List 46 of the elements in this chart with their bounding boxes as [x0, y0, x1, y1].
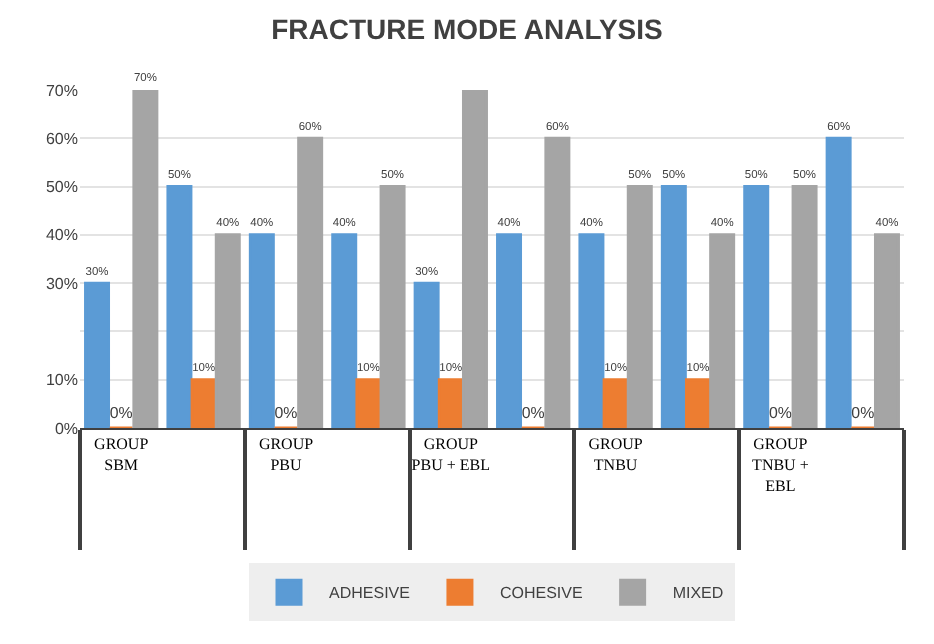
bar — [743, 185, 770, 428]
bar — [437, 378, 464, 428]
data-label: 0% — [274, 404, 298, 423]
bar — [355, 378, 382, 428]
bar — [873, 233, 900, 428]
bar — [166, 185, 193, 428]
bar — [685, 378, 711, 428]
bar — [660, 185, 687, 428]
bar — [578, 233, 605, 428]
x-tick-label: GROUP TNBU + EBL — [752, 435, 810, 495]
y-tick-label: 70% — [45, 81, 78, 100]
bar — [132, 90, 159, 428]
y-tick-label: 30% — [45, 274, 78, 293]
bar — [461, 90, 488, 428]
bar — [214, 233, 241, 428]
legend-label: MIXED — [672, 584, 724, 603]
y-tick-label: 10% — [45, 371, 78, 390]
x-tick-label: GROUP PBU + EBL — [411, 435, 491, 474]
bar — [84, 281, 111, 428]
data-label: 0% — [521, 404, 545, 423]
bar — [248, 233, 275, 428]
bar — [825, 136, 852, 428]
y-tick-label: 40% — [45, 226, 78, 245]
data-label: 0% — [851, 404, 875, 423]
chart-title: FRACTURE MODE ANALYSIS — [271, 12, 663, 45]
bar — [331, 233, 358, 428]
y-tick-label: 50% — [45, 178, 78, 197]
legend-label: COHESIVE — [499, 584, 583, 603]
bar — [496, 233, 523, 428]
bar — [190, 378, 217, 428]
bar — [413, 281, 440, 428]
bar — [791, 185, 818, 428]
bar — [544, 136, 571, 428]
x-tick-label: GROUP SBM — [94, 435, 150, 474]
data-label: 0% — [768, 404, 792, 423]
y-tick-label: 60% — [45, 129, 78, 148]
y-tick-label: 0% — [54, 419, 78, 438]
bar — [379, 185, 406, 428]
legend-label: ADHESIVE — [329, 584, 410, 603]
bar — [626, 185, 653, 428]
x-tick-label: GROUP PBU — [258, 435, 315, 474]
bar — [709, 233, 736, 428]
bar — [602, 378, 629, 428]
bar — [297, 136, 324, 428]
data-label: 0% — [109, 404, 133, 423]
x-tick-label: GROUP TNBU — [588, 435, 644, 474]
